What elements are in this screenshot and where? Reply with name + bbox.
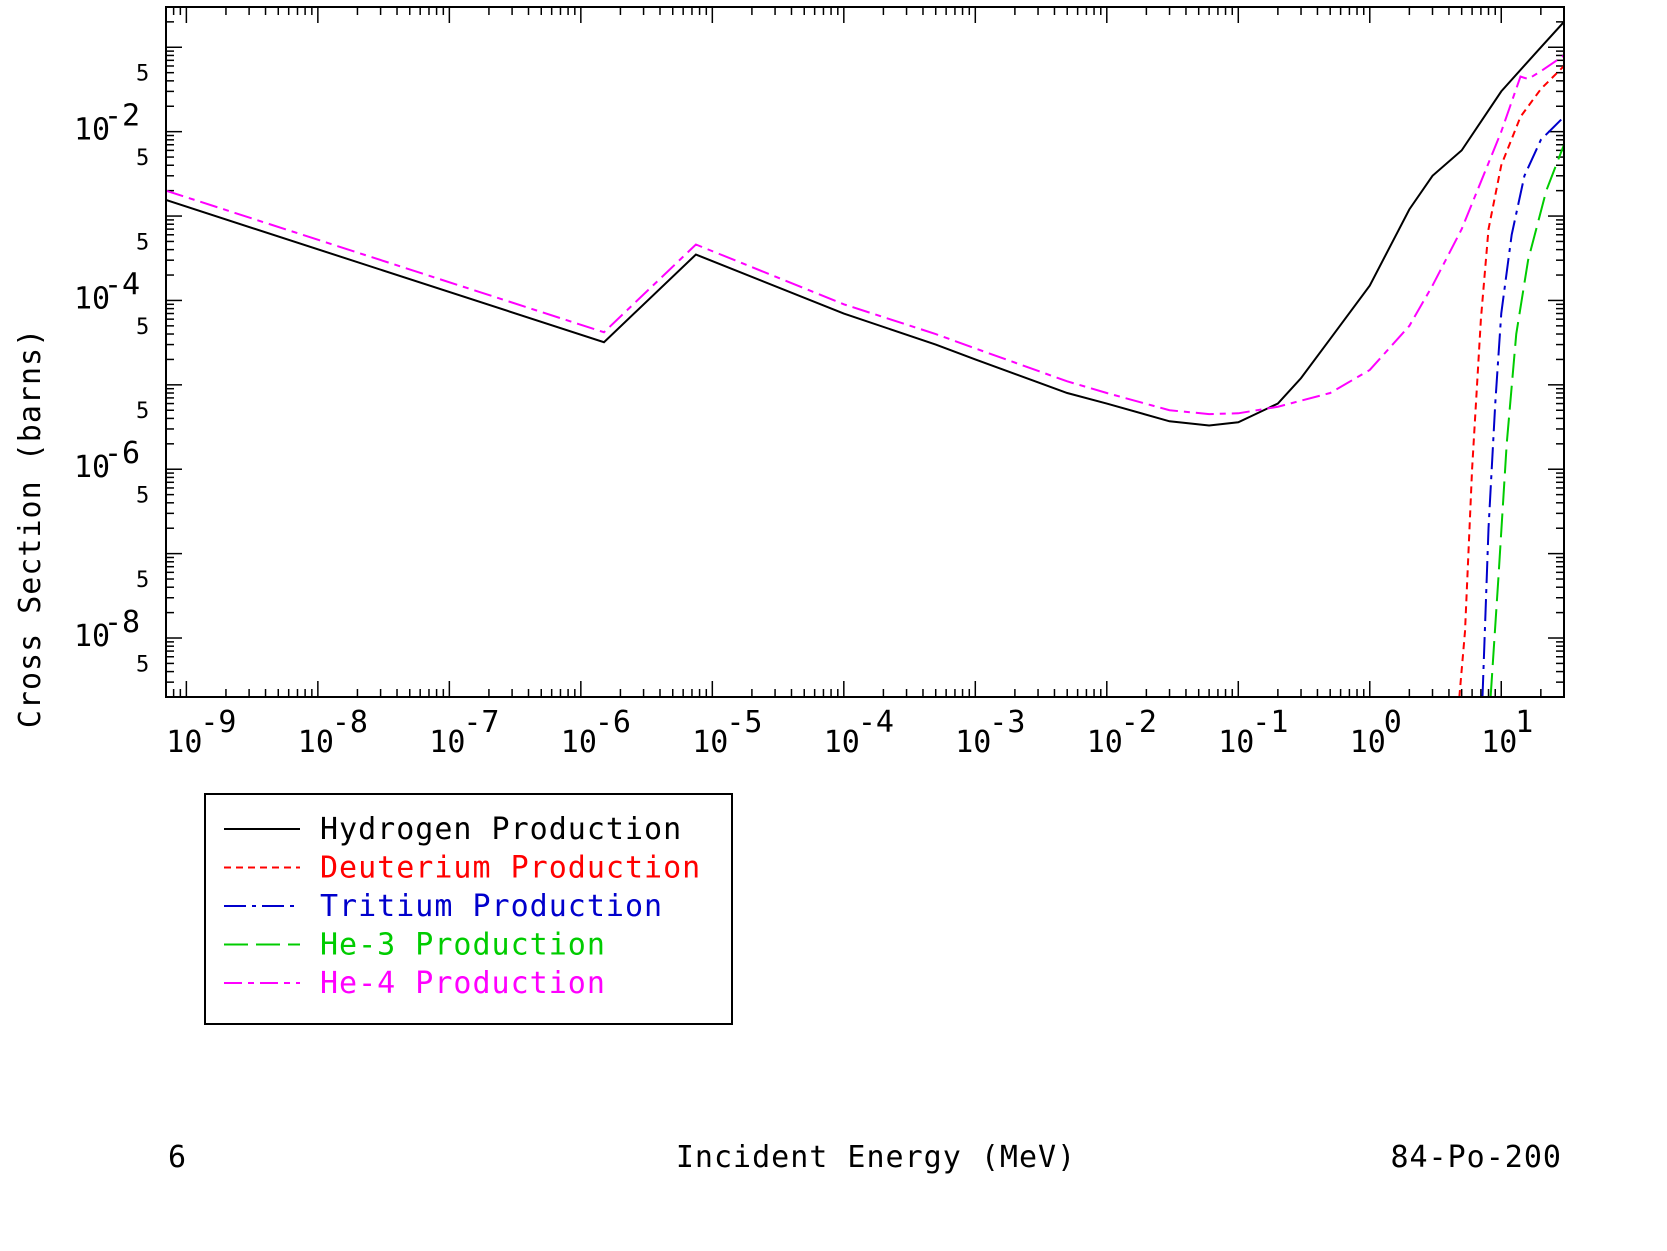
x-tick-label: 10-2 [1087, 705, 1157, 760]
y-tick-label: 10-4 [74, 267, 140, 316]
x-tick-label: 10-6 [561, 705, 631, 760]
y-tick-exponent: -4 [104, 267, 140, 302]
x-tick-label: 10-1 [1218, 705, 1288, 760]
x-tick-exponent: -4 [858, 705, 894, 740]
x-tick-label: 10-7 [429, 705, 499, 760]
x-tick-base: 10 [166, 725, 202, 760]
x-tick-label: 10-4 [824, 705, 894, 760]
legend-entry: He-3 Production [224, 928, 606, 963]
legend-entry: Deuterium Production [224, 851, 701, 886]
bottom-right-annotation: 84-Po-200 [1390, 1140, 1562, 1175]
x-axis-ticks [165, 7, 1565, 697]
x-tick-base: 10 [1087, 725, 1123, 760]
legend-label: Hydrogen Production [320, 812, 682, 847]
series-line-he-4-production [166, 54, 1564, 416]
y-tick-exponent: -2 [104, 99, 140, 134]
x-tick-label: 101 [1481, 705, 1533, 760]
legend-label: He-4 Production [320, 966, 606, 1001]
x-tick-exponent: -6 [595, 705, 631, 740]
x-tick-label: 10-8 [298, 705, 368, 760]
bottom-left-annotation: 6 [168, 1140, 187, 1175]
x-tick-exponent: 1 [1515, 705, 1533, 740]
x-tick-exponent: 0 [1384, 705, 1402, 740]
x-tick-exponent: -2 [1121, 705, 1157, 740]
legend-box [204, 793, 733, 1025]
y-tick-base: 10 [74, 450, 110, 485]
x-tick-base: 10 [561, 725, 597, 760]
y-minor-label: 5 [136, 568, 149, 593]
x-tick-base: 10 [692, 725, 728, 760]
y-minor-label: 5 [136, 315, 149, 340]
plot-frame [165, 6, 1565, 698]
x-tick-base: 10 [824, 725, 860, 760]
y-tick-exponent: -6 [104, 436, 140, 471]
series-line-he-3-production [1489, 144, 1564, 697]
x-tick-label: 10-5 [692, 705, 762, 760]
x-tick-base: 10 [955, 725, 991, 760]
y-minor-label: 5 [136, 399, 149, 424]
x-tick-base: 10 [1218, 725, 1254, 760]
legend-label: He-3 Production [320, 928, 606, 963]
y-tick-base: 10 [74, 281, 110, 316]
x-axis-tick-labels: 10-910-810-710-610-510-410-310-210-11001… [166, 705, 1533, 760]
x-tick-base: 10 [298, 725, 334, 760]
x-tick-label: 10-3 [955, 705, 1025, 760]
y-tick-label: 10-6 [74, 436, 140, 485]
y-minor-label: 5 [136, 652, 149, 677]
x-tick-label: 100 [1350, 705, 1402, 760]
legend-entry: Hydrogen Production [224, 812, 682, 847]
y-axis-title: Cross Section (barns) [13, 328, 48, 728]
y-tick-label: 10-8 [74, 605, 140, 654]
legend: Hydrogen Production Deuterium ProductionT… [204, 793, 733, 1025]
series-line-hydrogen-production [166, 21, 1564, 427]
x-tick-exponent: -8 [332, 705, 368, 740]
x-axis-title: Incident Energy (MeV) [676, 1140, 1076, 1175]
legend-entry: He-4 Production [224, 966, 606, 1001]
x-tick-exponent: -1 [1252, 705, 1288, 740]
y-minor-label: 5 [136, 230, 149, 255]
y-minor-label: 5 [136, 62, 149, 87]
x-tick-exponent: -9 [200, 705, 236, 740]
y-minor-label: 5 [136, 146, 149, 171]
legend-label: Deuterium Production [320, 851, 701, 886]
series-line-deuterium-production [1458, 65, 1564, 697]
legend-entry: Tritium Production [224, 889, 663, 924]
x-tick-exponent: -5 [726, 705, 762, 740]
y-tick-exponent: -8 [104, 605, 140, 640]
y-tick-base: 10 [74, 113, 110, 148]
series-lines [166, 21, 1564, 697]
x-tick-base: 10 [1350, 725, 1386, 760]
y-tick-label: 10-2 [74, 99, 140, 148]
legend-label: Tritium Production [320, 889, 663, 924]
y-tick-base: 10 [74, 619, 110, 654]
x-tick-exponent: -3 [989, 705, 1025, 740]
y-axis-ticks [166, 21, 1564, 698]
x-tick-base: 10 [1481, 725, 1517, 760]
x-tick-exponent: -7 [463, 705, 499, 740]
series-line-tritium-production [1481, 116, 1564, 697]
x-tick-base: 10 [429, 725, 465, 760]
x-tick-label: 10-9 [166, 705, 236, 760]
y-minor-label: 5 [136, 484, 149, 509]
